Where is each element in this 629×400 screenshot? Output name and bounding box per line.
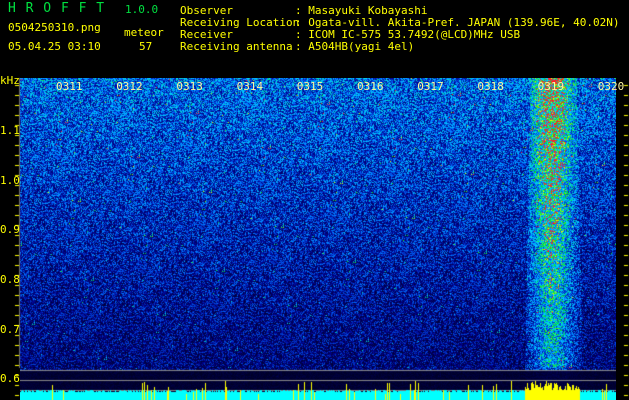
x-tick-label: 0311 [56,80,83,93]
file-datetime: 05.04.25 03:10 [8,40,101,53]
x-tick-label: 0312 [116,80,143,93]
x-tick-label: 0314 [236,80,264,93]
y-tick-label: 1.1 [0,124,20,137]
x-tick-label: 0313 [176,80,203,93]
file-name: 0504250310.png [8,21,101,34]
x-tick-label: 0315 [296,80,324,93]
y-tick-label: 0.7 [0,323,20,336]
info-value-location: : Ogata-vill. Akita-Pref. JAPAN (139.96E… [295,16,620,29]
x-tick-label: 0317 [417,80,444,93]
info-label-observer: Observer [180,4,233,17]
info-label-location: Receiving Location [180,16,300,29]
info-value-antenna: : A504HB(yagi 4el) [295,40,415,53]
info-value-receiver: : ICOM IC-575 53.7492(@LCD)MHz USB [295,28,521,41]
axis-ticks [0,70,629,400]
meteor-label: meteor [124,26,164,39]
info-label-receiver: Receiver [180,28,233,41]
info-value-observer: : Masayuki Kobayashi [295,4,428,17]
y-tick-label: 1.0 [0,174,20,187]
app-version: 1.0.0 [125,3,159,16]
info-label-antenna: Receiving antenna [180,40,293,53]
y-tick-label: 0.8 [0,273,20,286]
y-axis-unit: kHz [0,74,20,87]
app-title: H R O F F T [8,1,106,16]
x-tick-label: 0318 [477,80,504,93]
x-tick-label: 0320 [597,80,625,93]
x-tick-label: 0319 [537,80,565,93]
x-tick-label: 0316 [357,80,384,93]
meteor-count: 57 [139,40,153,53]
y-tick-label: 0.6 [0,372,20,385]
y-tick-label: 0.9 [0,223,20,236]
